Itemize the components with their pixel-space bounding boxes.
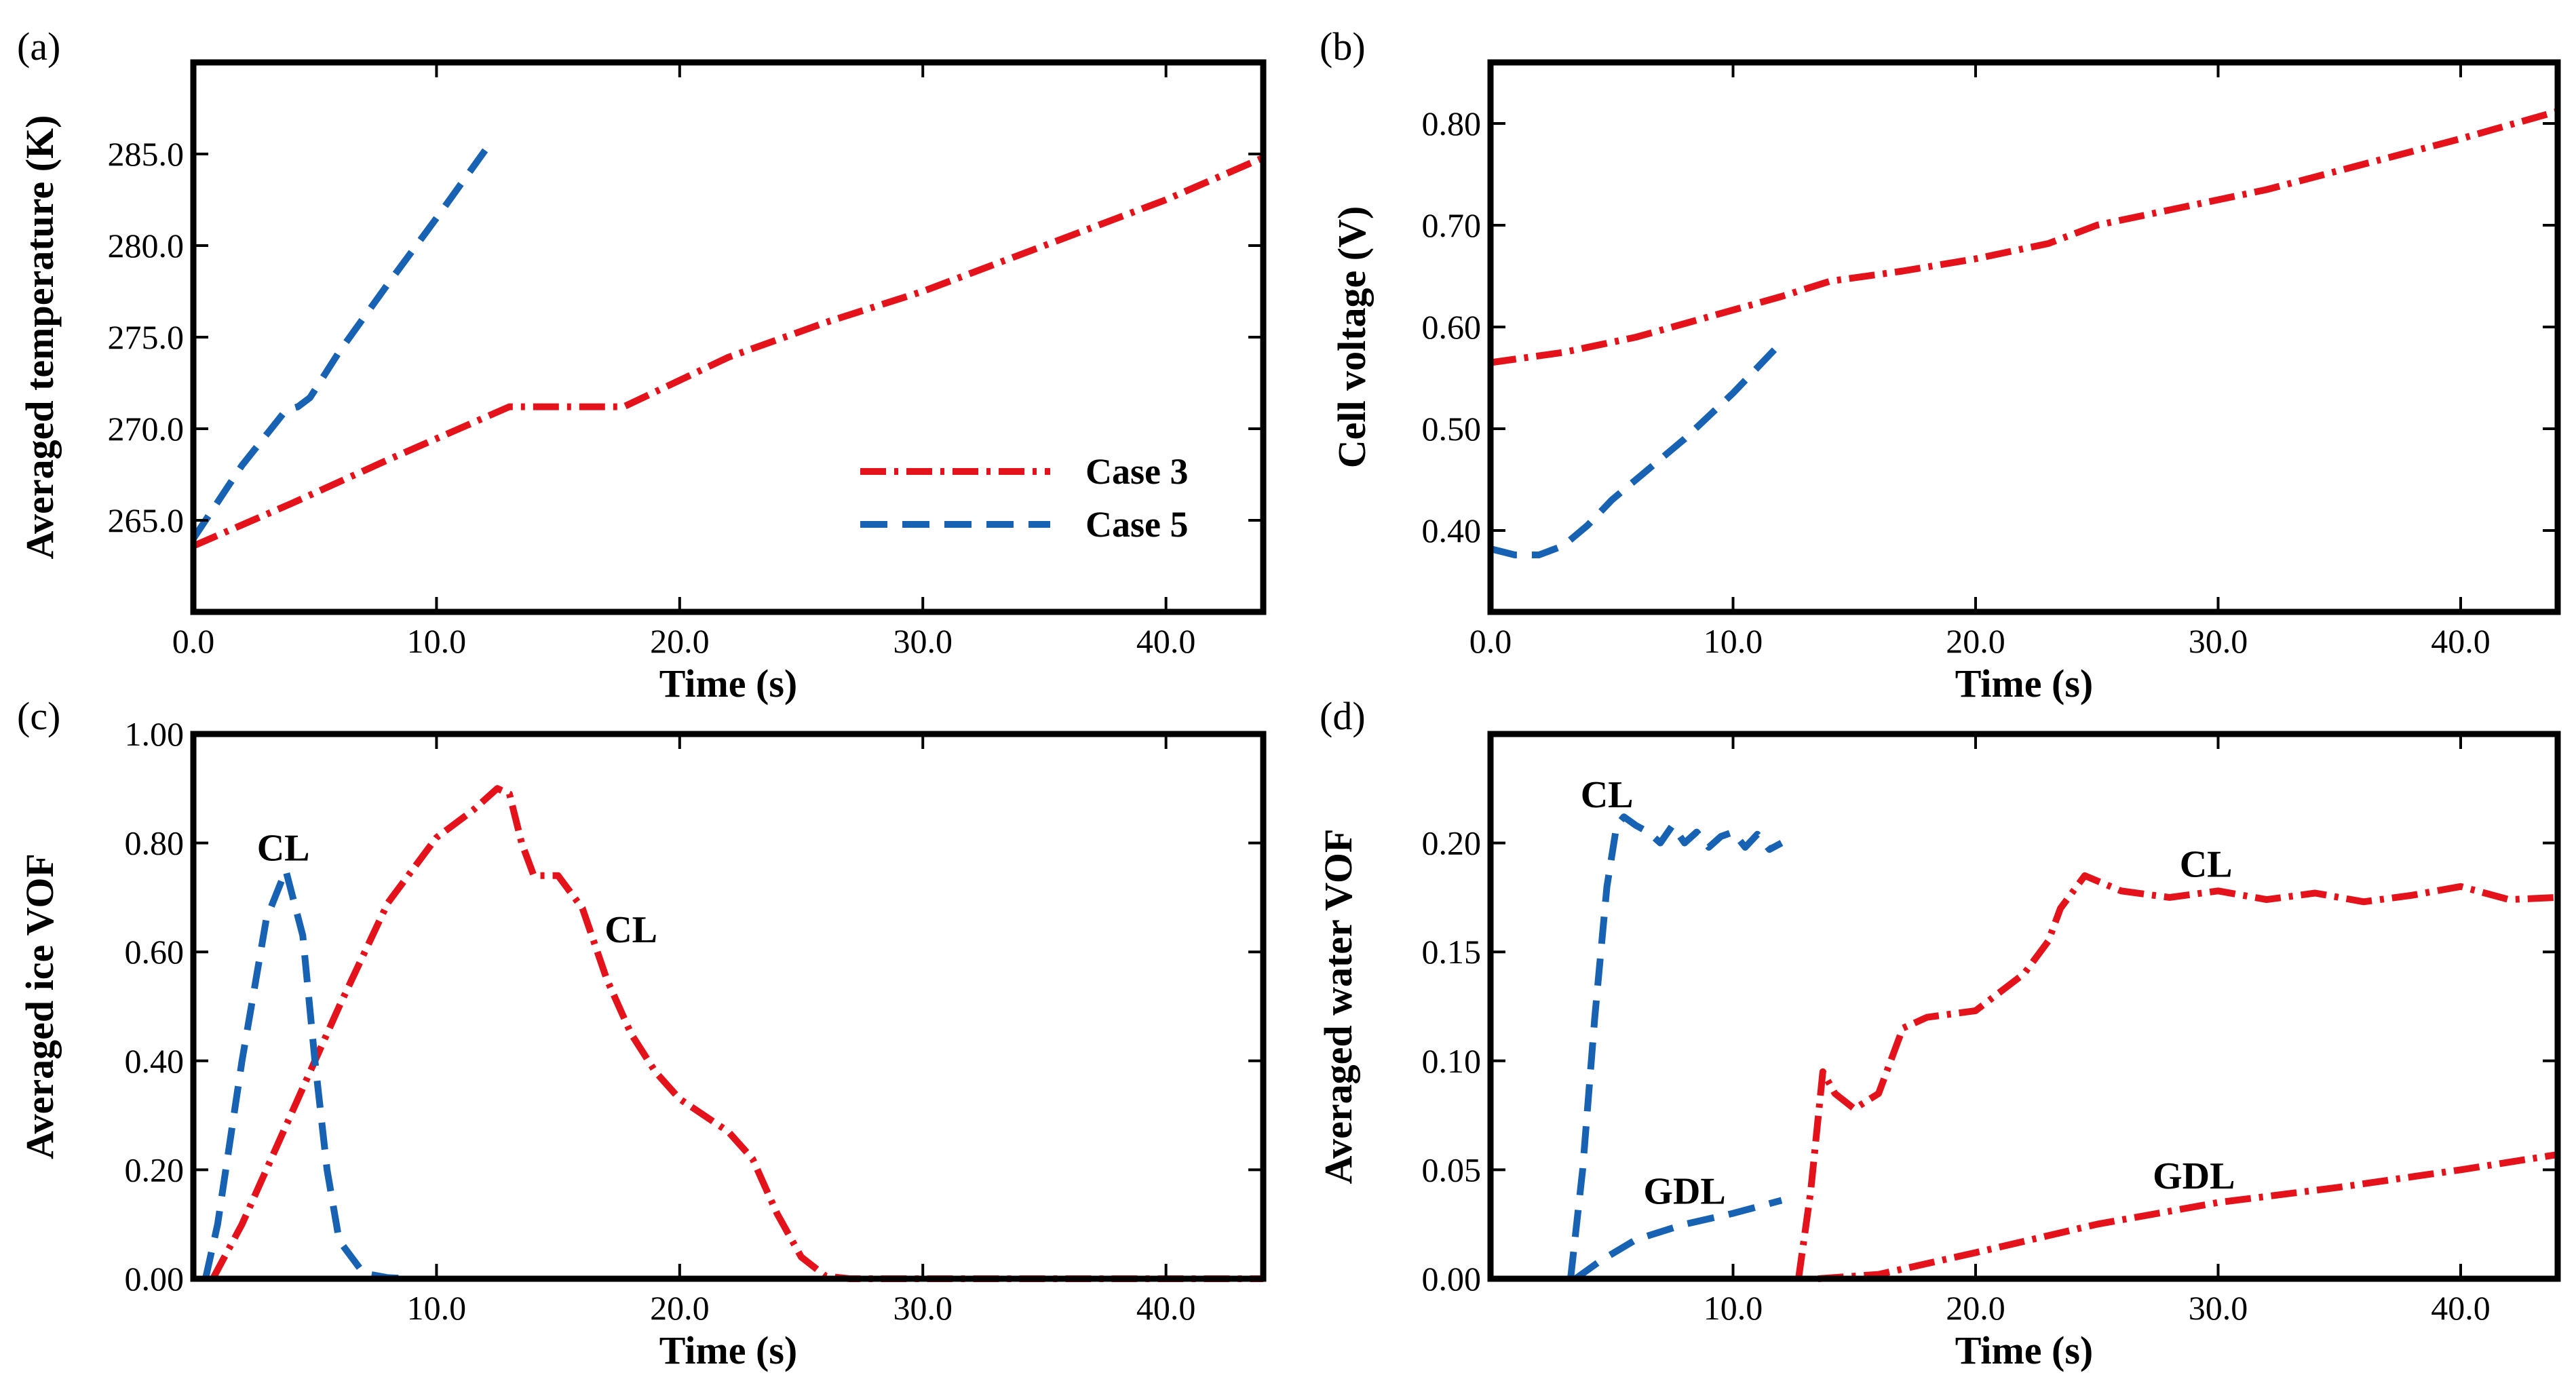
- y-tick-label: 0.60: [125, 933, 185, 971]
- series-line-case-3-gdl: [1818, 1151, 2558, 1282]
- y-tick-label: 0.80: [125, 824, 185, 862]
- y-tick-label: 270.0: [108, 410, 185, 448]
- y-tick-label: 0.60: [1422, 308, 1482, 346]
- x-tick-label: 10.0: [1704, 1289, 1763, 1327]
- plot-frame: [1487, 59, 2561, 615]
- panel-a: 0.0 10.0 20.0 30.0 40.0 265.0 270.0 275.0 280.0 2…: [17, 24, 1267, 706]
- plot-frame: [190, 731, 1267, 1282]
- x-tick-label: 20.0: [1946, 622, 2005, 660]
- y-tick-label: 0.15: [1422, 933, 1482, 971]
- series-line-case-5: [190, 148, 488, 541]
- x-tick-label: 40.0: [2431, 1289, 2491, 1327]
- panel-d: 10.0 20.0 30.0 40.0 0.00 0.05 0.10 0.15 0.20 Time…: [1316, 694, 2561, 1372]
- legend: Case 3 Case 5: [860, 451, 1188, 545]
- series-line-case-3-cl: [1795, 872, 2558, 1279]
- x-axis-label: Time (s): [659, 1328, 798, 1372]
- x-axis-label: Time (s): [659, 661, 798, 706]
- x-tick-label: 30.0: [893, 1289, 953, 1327]
- x-tick-label: 0.0: [1469, 622, 1512, 660]
- panel-label: (c): [17, 694, 60, 738]
- legend-label: Case 5: [1085, 504, 1188, 545]
- x-tick-label: 40.0: [1136, 622, 1196, 660]
- x-tick-label: 10.0: [407, 1289, 467, 1327]
- y-tick-label: 0.80: [1422, 104, 1482, 142]
- series-line-case-3: [210, 785, 1263, 1282]
- x-tick-label: 30.0: [893, 622, 953, 660]
- series-line-case-3: [1490, 108, 2559, 366]
- annotation-label: CL: [604, 909, 657, 951]
- annotation-label: CL: [257, 828, 310, 870]
- y-axis-label: Averaged water VOF: [1316, 829, 1360, 1184]
- series-line-case-5: [1489, 340, 1784, 558]
- y-tick-label: 0.00: [125, 1260, 185, 1298]
- y-tick-label: 1.00: [125, 715, 185, 753]
- x-tick-label: 0.0: [172, 622, 215, 660]
- annotation-label: CL: [2180, 844, 2233, 886]
- y-tick-label: 0.20: [125, 1151, 185, 1189]
- legend-label: Case 3: [1085, 451, 1188, 492]
- x-tick-label: 20.0: [650, 622, 710, 660]
- annotation-label: CL: [1581, 774, 1634, 816]
- y-tick-label: 0.70: [1422, 206, 1482, 244]
- series-line-case-3: [192, 154, 1265, 549]
- y-tick-label: 0.20: [1422, 824, 1482, 862]
- y-tick-label: 0.50: [1422, 410, 1482, 448]
- x-tick-label: 40.0: [2431, 622, 2491, 660]
- annotation-label: GDL: [2153, 1155, 2235, 1197]
- y-tick-label: 275.0: [108, 318, 185, 356]
- x-tick-label: 30.0: [2189, 622, 2248, 660]
- y-tick-label: 0.40: [1422, 511, 1482, 549]
- x-tick-label: 20.0: [1946, 1289, 2005, 1327]
- x-tick-label: 40.0: [1136, 1289, 1196, 1327]
- y-tick-label: 0.40: [125, 1042, 185, 1080]
- series-line-case-5: [202, 866, 412, 1282]
- panel-label: (d): [1320, 694, 1366, 738]
- x-tick-label: 10.0: [1704, 622, 1763, 660]
- y-axis-label: Cell voltage (V): [1330, 206, 1374, 469]
- panel-b: 0.0 10.0 20.0 30.0 40.0 0.40 0.50 0.60 0.70 0.80 T…: [1320, 24, 2561, 706]
- series-line-case-5-gdl: [1573, 1197, 1783, 1282]
- panel-label: (a): [17, 24, 60, 69]
- annotation-label: GDL: [1643, 1171, 1725, 1213]
- x-tick-label: 20.0: [650, 1289, 710, 1327]
- panel-c: 10.0 20.0 30.0 40.0 0.00 0.20 0.40 0.60 0.80 1.00…: [17, 694, 1267, 1372]
- y-axis-label: Averaged temperature (K): [18, 115, 62, 560]
- plot-frame: [1487, 731, 2561, 1282]
- x-tick-label: 10.0: [407, 622, 467, 660]
- x-axis-label: Time (s): [1955, 661, 2094, 706]
- panel-label: (b): [1320, 24, 1366, 69]
- y-tick-label: 0.10: [1422, 1042, 1482, 1080]
- y-tick-label: 285.0: [108, 135, 185, 173]
- y-tick-label: 0.05: [1422, 1151, 1482, 1189]
- y-tick-label: 280.0: [108, 227, 185, 265]
- y-axis-label: Averaged ice VOF: [18, 853, 62, 1159]
- x-tick-label: 30.0: [2189, 1289, 2248, 1327]
- x-axis-label: Time (s): [1955, 1328, 2094, 1372]
- series-line-case-5-cl: [1567, 813, 1784, 1279]
- y-tick-label: 0.00: [1422, 1260, 1482, 1298]
- y-tick-label: 265.0: [108, 501, 185, 539]
